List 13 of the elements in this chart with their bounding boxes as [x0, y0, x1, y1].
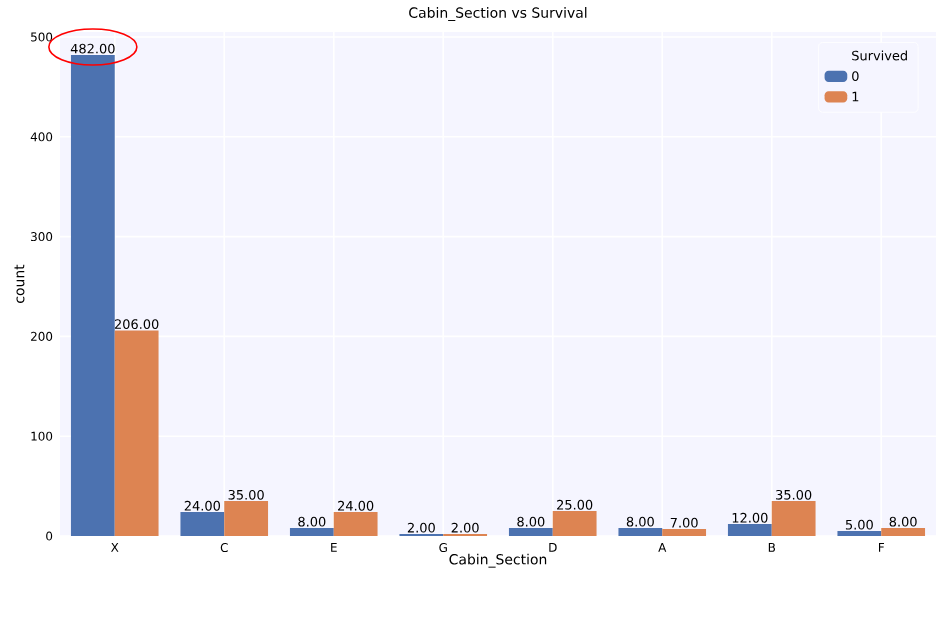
bar	[771, 501, 816, 536]
bar	[662, 529, 707, 536]
bar	[114, 330, 159, 536]
bar	[180, 512, 225, 536]
bar	[727, 524, 772, 536]
bar	[881, 528, 926, 536]
bar	[224, 501, 269, 536]
bar	[618, 528, 663, 536]
bar	[508, 528, 553, 536]
bar	[333, 512, 378, 536]
bar	[70, 54, 115, 536]
bar	[289, 528, 334, 536]
bar	[552, 511, 597, 536]
